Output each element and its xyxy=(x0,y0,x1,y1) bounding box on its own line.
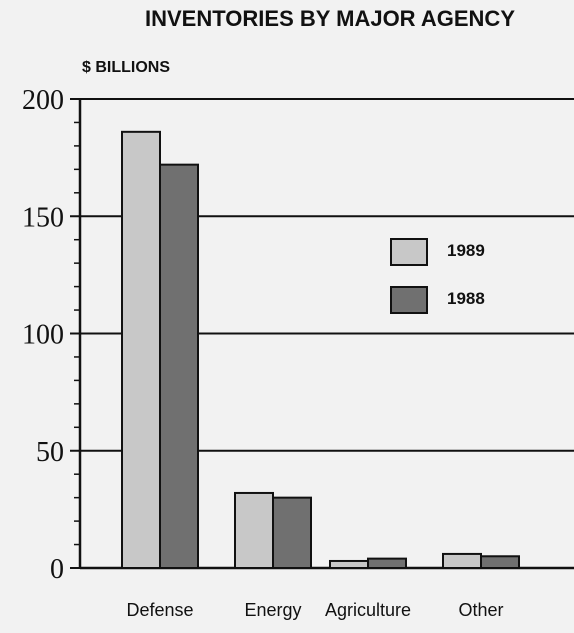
bar-energy-1988 xyxy=(272,496,312,569)
y-tick-label: 150 xyxy=(22,202,64,233)
bar-other-1988 xyxy=(480,555,520,570)
chart-title: INVENTORIES BY MAJOR AGENCY xyxy=(145,6,515,31)
y-tick-label: 100 xyxy=(22,320,64,351)
x-tick-label: Agriculture xyxy=(325,600,411,620)
y-tick-label: 50 xyxy=(36,437,64,468)
x-tick-label: Energy xyxy=(244,600,301,620)
x-tick-label: Defense xyxy=(126,600,193,620)
x-tick-label: Other xyxy=(458,600,503,620)
bar-agriculture-1989 xyxy=(329,559,369,570)
bar-agriculture-1988 xyxy=(367,557,407,569)
legend-label-1988: 1988 xyxy=(447,289,485,308)
bar-defense-1989 xyxy=(121,130,161,570)
bar-energy-1989 xyxy=(234,491,274,569)
legend-swatch-1989 xyxy=(390,238,428,266)
bar-other-1989 xyxy=(442,552,482,569)
y-tick-label: 0 xyxy=(50,554,64,585)
tick-labels: 0 50 100 150 200 Defense Energy Agriculture Othe… xyxy=(22,85,504,620)
bar-defense-1988 xyxy=(159,163,199,569)
y-axis-label: $ BILLIONS xyxy=(82,59,170,76)
bars xyxy=(121,130,520,570)
y-tick-label: 200 xyxy=(22,85,64,116)
legend: 1989 1988 xyxy=(390,238,485,314)
legend-swatch-1988 xyxy=(390,286,428,314)
legend-label-1989: 1989 xyxy=(447,241,485,260)
